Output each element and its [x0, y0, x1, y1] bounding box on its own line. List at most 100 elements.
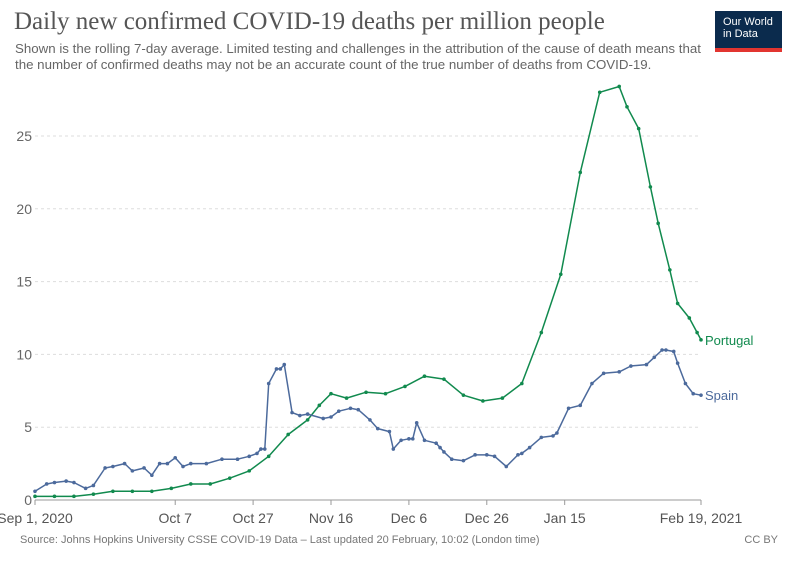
x-tick-label: Oct 27: [232, 510, 273, 526]
data-point-spain: [165, 461, 170, 466]
data-point-spain: [181, 464, 185, 469]
data-point-spain: [336, 409, 341, 413]
data-point-portugal: [91, 492, 96, 496]
data-point-spain: [578, 403, 583, 408]
data-point-spain: [188, 461, 193, 466]
x-tick-label: Oct 7: [158, 510, 192, 526]
data-point-portugal: [169, 486, 174, 491]
data-point-spain: [407, 437, 411, 441]
data-point-portugal: [33, 494, 37, 499]
series-label-spain: Spain: [705, 388, 738, 403]
data-point-spain: [150, 473, 154, 478]
data-point-spain: [414, 421, 419, 425]
data-point-spain: [278, 367, 283, 371]
data-point-portugal: [111, 489, 115, 494]
data-point-spain: [434, 441, 438, 446]
data-point-portugal: [687, 316, 692, 320]
owid-logo[interactable]: Our World in Data: [715, 11, 782, 52]
data-point-portugal: [500, 396, 505, 400]
data-point-spain: [247, 454, 252, 459]
y-tick-label: 25: [16, 128, 32, 144]
data-point-spain: [387, 429, 392, 434]
data-point-portugal: [648, 185, 653, 189]
data-point-portugal: [52, 494, 57, 499]
y-tick-label: 5: [24, 419, 32, 435]
data-point-spain: [259, 447, 263, 451]
data-point-portugal: [461, 393, 466, 397]
license-link[interactable]: CC BY: [744, 534, 778, 546]
data-point-portugal: [625, 105, 629, 109]
data-point-spain: [220, 457, 224, 462]
data-point-spain: [527, 445, 532, 450]
data-point-spain: [699, 393, 703, 397]
data-point-spain: [492, 454, 497, 459]
data-point-spain: [33, 489, 37, 494]
data-point-spain: [671, 349, 676, 354]
data-point-portugal: [675, 301, 680, 306]
x-tick-label: Jan 15: [544, 510, 586, 526]
data-point-spain: [601, 371, 606, 376]
series-label-portugal: Portugal: [705, 333, 754, 348]
data-point-portugal: [442, 377, 446, 381]
series-line-portugal: [35, 85, 702, 498]
logo-line-2: in Data: [723, 28, 758, 40]
data-point-spain: [321, 416, 326, 421]
data-point-portugal: [699, 338, 703, 342]
data-point-spain: [664, 348, 668, 352]
data-point-portugal: [227, 476, 232, 480]
x-tick-label: Feb 19, 2021: [660, 510, 743, 526]
data-point-portugal: [578, 170, 583, 175]
data-point-spain: [356, 407, 361, 412]
data-point-spain: [368, 418, 372, 422]
data-point-portugal: [150, 489, 154, 494]
data-point-spain: [298, 413, 302, 418]
data-point-spain: [590, 381, 594, 386]
data-point-spain: [652, 355, 657, 360]
data-point-spain: [449, 457, 454, 462]
data-point-spain: [473, 453, 477, 457]
data-point-spain: [111, 464, 115, 469]
data-point-portugal: [539, 330, 544, 335]
data-point-spain: [83, 486, 88, 491]
source-note: Source: Johns Hopkins University CSSE CO…: [20, 534, 540, 546]
data-point-spain: [130, 469, 135, 473]
data-point-spain: [555, 431, 559, 435]
data-point-spain: [461, 458, 466, 463]
data-point-portugal: [617, 84, 622, 89]
data-point-spain: [484, 453, 489, 457]
data-point-portugal: [72, 494, 76, 499]
data-point-spain: [64, 479, 68, 483]
data-point-spain: [520, 451, 524, 456]
data-point-portugal: [208, 482, 213, 486]
data-point-spain: [157, 461, 162, 466]
data-point-spain: [52, 480, 57, 485]
data-point-spain: [290, 410, 294, 415]
data-point-spain: [422, 438, 427, 443]
data-point-spain: [235, 457, 240, 462]
data-point-spain: [274, 367, 279, 371]
data-point-spain: [329, 415, 333, 419]
data-point-spain: [617, 370, 622, 374]
data-point-spain: [644, 362, 649, 367]
data-point-portugal: [558, 272, 563, 277]
y-tick-label: 20: [16, 201, 32, 217]
data-point-portugal: [403, 384, 407, 389]
data-point-spain: [375, 426, 380, 431]
data-point-portugal: [286, 432, 290, 437]
data-point-spain: [44, 482, 49, 486]
data-point-spain: [204, 461, 209, 466]
data-point-portugal: [481, 399, 485, 403]
data-point-spain: [262, 447, 267, 451]
data-point-spain: [539, 435, 544, 440]
data-point-spain: [566, 406, 571, 411]
chart-subtitle: Shown is the rolling 7-day average. Limi…: [15, 41, 701, 72]
data-point-spain: [675, 361, 680, 365]
x-tick-label: Nov 16: [309, 510, 354, 526]
data-point-portugal: [130, 489, 135, 494]
data-point-spain: [142, 466, 146, 470]
data-point-portugal: [668, 268, 672, 272]
data-point-spain: [122, 461, 127, 466]
data-point-spain: [391, 447, 396, 451]
data-point-portugal: [329, 391, 333, 396]
